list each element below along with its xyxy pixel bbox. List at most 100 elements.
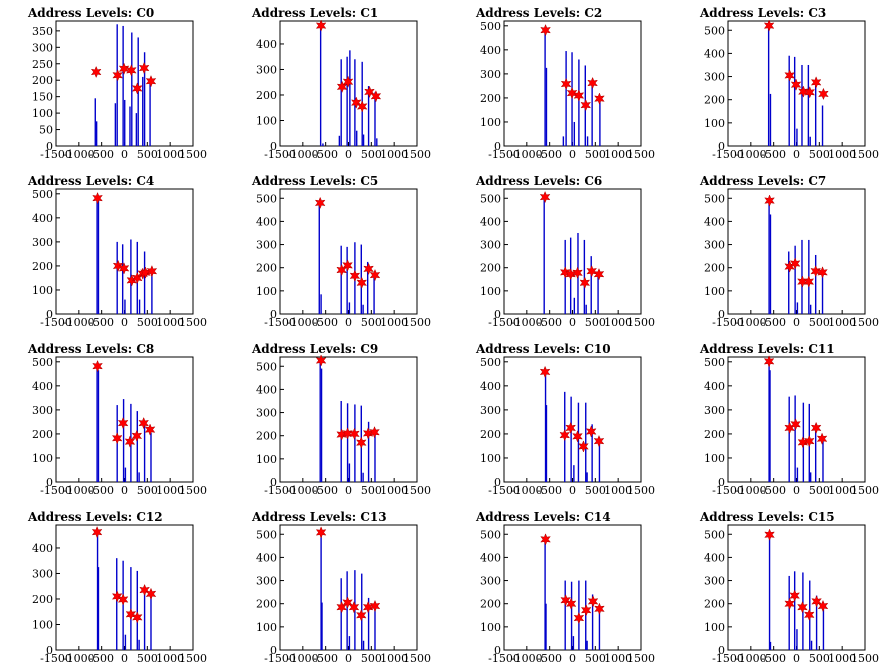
x-tick-label: 0 [793,316,800,329]
star-marker [810,265,822,278]
y-tick-label: 0 [494,476,501,489]
plot-frame [727,188,866,315]
star-marker [560,77,572,91]
y-tick-label: 0 [46,644,53,657]
y-tick-label: 500 [256,528,277,541]
x-tick-label: 1500 [851,148,879,161]
x-tick-label: -500 [537,652,562,665]
star-marker [315,354,327,367]
x-tick-label: 500 [809,316,830,329]
chart-title: Address Levels: C13 [251,510,387,524]
x-tick-label: -500 [313,316,338,329]
x-tick-label: 1000 [604,148,632,161]
y-tick-label: 300 [256,63,277,76]
star-marker [314,196,326,210]
x-tick-label: 500 [137,652,158,665]
y-tick-label: 300 [256,407,277,420]
x-tick-label: 500 [585,652,606,665]
star-marker [559,266,571,279]
y-tick-label: 200 [480,428,501,441]
star-marker [810,421,822,435]
x-tick-label: -1000 [287,484,319,497]
y-tick-label: 100 [32,107,53,120]
y-tick-label: 400 [256,38,277,51]
chart-panel: Address Levels: C10 0 100 200 300 400 500 -1500… [475,342,655,497]
y-tick-label: 100 [480,285,501,298]
chart-title: Address Levels: C14 [475,510,611,524]
x-tick-label: 500 [585,484,606,497]
star-marker [342,259,353,272]
y-tick-label: 400 [32,380,53,393]
star-marker [111,432,123,445]
y-tick-label: 200 [32,74,53,87]
star-marker [580,604,592,617]
plot-frame [503,188,642,315]
x-tick-label: -1500 [712,316,744,329]
chart-title: Address Levels: C7 [699,174,826,188]
star-marker [92,191,103,205]
y-tick-label: 200 [704,428,725,441]
star-marker [579,276,591,289]
y-tick-label: 400 [480,215,501,228]
x-tick-label: 1500 [179,148,207,161]
star-marker [797,275,808,288]
y-tick-label: 0 [718,476,725,489]
star-marker [559,428,571,442]
y-tick-label: 100 [256,285,277,298]
x-tick-label: -1500 [264,652,296,665]
y-tick-label: 500 [480,20,501,33]
x-tick-label: -1500 [40,316,72,329]
star-marker [91,525,103,539]
y-tick-label: 100 [32,452,53,465]
star-marker [797,601,808,614]
plot-frame [503,524,642,651]
star-marker [798,85,809,98]
chart-panel: Address Levels: C60100200300400500-1500-… [475,174,655,329]
star-marker [789,257,801,270]
x-tick-label: 0 [121,652,128,665]
star-marker [356,100,368,113]
x-tick-label: -1000 [63,148,95,161]
chart-title: Address Levels: C5 [251,174,378,188]
star-marker [350,96,362,109]
y-tick-label: 300 [32,236,53,249]
y-tick-label: 0 [46,476,53,489]
y-tick-label: 100 [32,618,53,631]
y-tick-label: 500 [704,192,725,205]
x-tick-label: -1000 [735,484,767,497]
y-tick-label: 400 [704,47,725,60]
y-tick-label: 0 [46,140,53,153]
star-marker [124,435,136,448]
x-tick-label: 1500 [403,484,431,497]
y-tick-label: 300 [32,41,53,54]
x-tick-label: 500 [137,148,158,161]
star-marker [587,76,598,90]
x-tick-label: 500 [361,148,382,161]
star-marker [146,265,158,278]
chart-panel: Address Levels: C80100200300400500-1500-… [27,342,207,497]
x-tick-label: -500 [761,652,786,665]
x-tick-label: 1500 [403,316,431,329]
star-marker [572,266,583,279]
y-tick-label: 0 [718,644,725,657]
plot-frame [55,524,194,651]
x-tick-label: 1000 [156,316,184,329]
x-tick-label: 0 [345,652,352,665]
star-marker [540,23,551,37]
chart-panel: Address Levels: C15 0 100 200 300 400 500 -1500… [699,510,879,665]
star-marker [369,268,381,282]
x-tick-label: -1000 [511,316,543,329]
star-marker [92,359,103,373]
x-tick-label: 1500 [627,484,655,497]
x-tick-label: 0 [121,148,128,161]
x-tick-label: -500 [761,484,786,497]
y-tick-label: 0 [494,308,501,321]
y-tick-label: 400 [32,542,53,555]
star-marker [131,82,143,95]
x-tick-label: 500 [137,316,158,329]
star-marker [810,76,822,89]
star-marker [369,426,380,439]
x-tick-label: -1500 [488,652,520,665]
star-marker [594,92,605,105]
chart-panel: Address Levels: C40100200300400500-1500-… [27,174,207,329]
